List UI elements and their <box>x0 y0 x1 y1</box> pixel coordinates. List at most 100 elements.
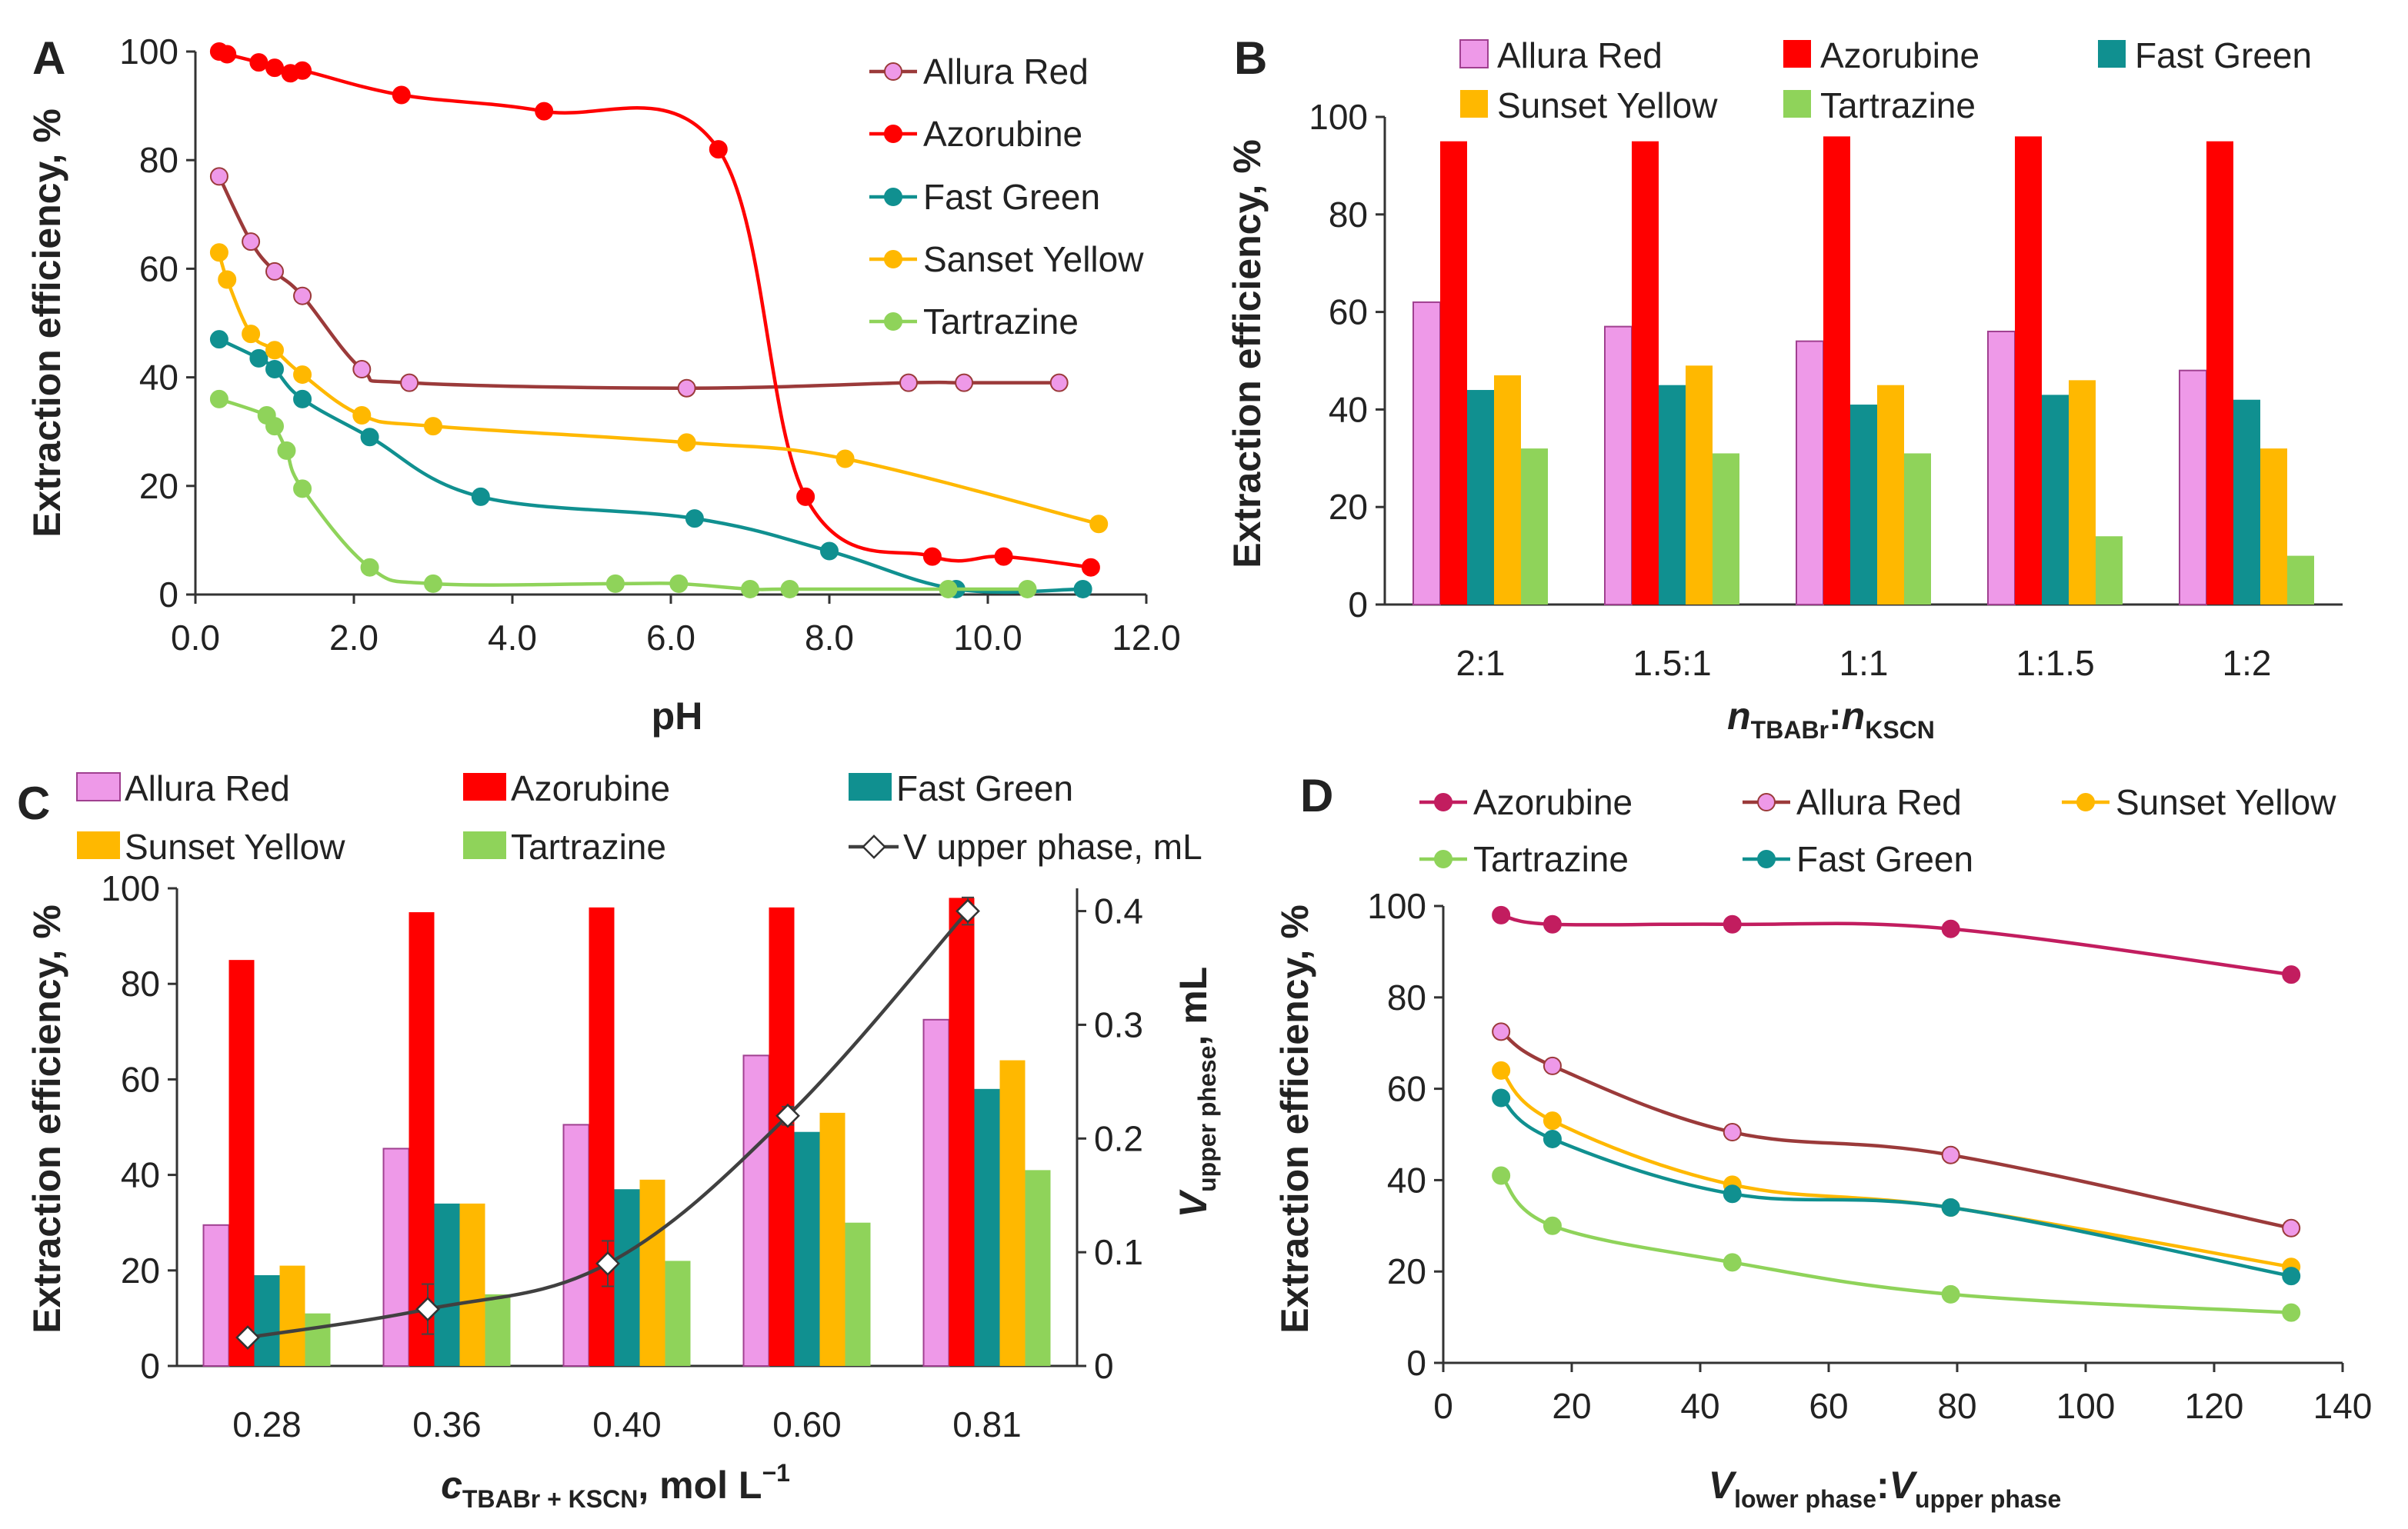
panel-b-ytick-label: 20 <box>1329 487 1368 527</box>
panel-d-xtick-label: 40 <box>1680 1386 1719 1426</box>
panel-a-point-sanset-yellow <box>265 341 284 360</box>
panel-a-xtick-label: 12.0 <box>1112 618 1181 658</box>
panel-a-point-allura-red <box>400 373 419 392</box>
panel-a-point-fast-green <box>1073 579 1092 598</box>
panel-c-bar-tartrazine <box>1025 1170 1051 1366</box>
panel-b-bar-allura-red <box>1987 330 2016 605</box>
panel-b-ytick-label: 0 <box>1348 585 1368 625</box>
panel-b-bar-allura-red <box>1796 340 1824 605</box>
panel-d-line-fast-green <box>1499 1096 2292 1278</box>
panel-a-ytick-label: 0 <box>158 575 178 615</box>
panel-a-point-tartrazine <box>605 574 625 593</box>
panel-a-point-azorubine <box>994 547 1013 566</box>
panel-d-ytick-label: 80 <box>1387 978 1426 1018</box>
panel-b-bar-fast-green <box>1850 405 1877 605</box>
panel-b-legend-tartrazine: Tartrazine <box>1820 85 1976 125</box>
panel-d-ytick-label: 20 <box>1387 1251 1426 1291</box>
panel-d-point-azorubine <box>1543 914 1562 934</box>
panel-c-bar-allura-red <box>922 1018 950 1367</box>
panel-c-bar-azorubine <box>769 907 795 1366</box>
panel-a-point-sanset-yellow <box>242 325 261 344</box>
panel-d-line-sunset-yellow <box>1499 1069 2292 1269</box>
panel-b: 0 20 40 60 80 100 2:1 1.5:1 1:1 1:1.5 1:2 Allura Re… <box>1226 32 2343 744</box>
panel-b-ytick-label: 60 <box>1329 292 1368 332</box>
panel-b-bar-fast-green <box>1467 390 1494 605</box>
panel-a-letter: A <box>32 32 65 84</box>
panel-a-point-allura-red <box>242 232 261 252</box>
panel-d-line-azorubine <box>1500 913 2292 977</box>
panel-c-bar-sunset-yellow <box>999 1060 1026 1366</box>
panel-a-legend-marker <box>884 312 902 331</box>
panel-c-ylabel: Extraction efficiency, % <box>25 904 68 1334</box>
panel-d-xtick-label: 120 <box>2185 1386 2244 1426</box>
panel-d-ytick-label: 0 <box>1406 1343 1426 1383</box>
panel-a-point-allura-red <box>209 167 228 186</box>
panel-d-point-fast-green <box>1723 1184 1742 1204</box>
panel-b-xtick-label: 2:1 <box>1456 643 1506 683</box>
panel-c-legend-swatch <box>76 772 121 801</box>
panel-b-bar-azorubine <box>1632 141 1659 605</box>
panel-d-point-allura-red <box>1941 1145 1960 1164</box>
panel-a-point-tartrazine <box>293 479 312 498</box>
panel-d: 0 20 40 60 80 100 0 20 40 60 80 100 120 140 Azorubine A… <box>1273 770 2372 1513</box>
panel-a-point-fast-green <box>360 428 379 447</box>
panel-b-bar-sunset-yellow <box>1494 375 1521 605</box>
panel-d-letter: D <box>1300 770 1333 821</box>
panel-b-bar-allura-red <box>2179 369 2207 605</box>
panel-a-point-fast-green <box>209 330 228 349</box>
panel-a-xtick-label: 6.0 <box>646 618 695 658</box>
panel-b-bar-tartrazine <box>1521 448 1548 605</box>
panel-a-point-azorubine <box>249 53 268 72</box>
panel-c-bar-allura-red <box>202 1224 230 1367</box>
panel-a-legend-marker <box>884 188 902 206</box>
panel-b-legend-sunset-yellow: Sunset Yellow <box>1497 85 1718 125</box>
panel-c-legend-swatch <box>463 773 506 801</box>
panel-c-y2tick-label: 0.3 <box>1094 1004 1143 1044</box>
panel-c-y2tick-label: 0 <box>1094 1346 1114 1386</box>
panel-a-point-azorubine <box>796 487 815 506</box>
panel-c-y2tick-label: 0.2 <box>1094 1118 1143 1158</box>
panel-a-point-tartrazine <box>669 574 689 593</box>
panel-a-legend-marker <box>884 125 902 143</box>
panel-c-bar-fast-green <box>434 1203 460 1366</box>
panel-a-ytick-label: 100 <box>119 32 178 72</box>
panel-b-xlabel: nTBABr:nKSCN <box>1727 695 1935 744</box>
panel-c-point-v-upper-phase <box>415 1297 440 1321</box>
panel-b-bar-azorubine <box>1823 136 1850 605</box>
panel-a-point-fast-green <box>820 541 839 561</box>
panel-c-ytick-label: 0 <box>140 1346 160 1386</box>
panel-a-legend-marker <box>884 250 902 268</box>
panel-a-point-allura-red <box>352 360 372 379</box>
panel-d-point-azorubine <box>2282 965 2301 984</box>
panel-c-line-v-upper-phase <box>247 910 969 1340</box>
panel-a-point-fast-green <box>249 348 268 368</box>
panel-a-xlabel: pH <box>652 695 703 738</box>
panel-b-legend-swatch <box>1783 90 1811 118</box>
panel-d-legend-tartrazine: Tartrazine <box>1473 839 1629 879</box>
panel-b-bar-sunset-yellow <box>1877 385 1904 605</box>
panel-b-ytick-label: 40 <box>1329 389 1368 429</box>
panel-b-ylabel: Extraction efficiency, % <box>1226 139 1269 568</box>
panel-d-ytick-label: 40 <box>1387 1160 1426 1200</box>
panel-a-xtick-label: 0.0 <box>171 618 220 658</box>
panel-a-point-fast-green <box>293 389 312 408</box>
panel-a-point-fast-green <box>685 509 704 528</box>
panel-c-bar-tartrazine <box>305 1313 331 1366</box>
panel-a-point-tartrazine <box>424 574 442 593</box>
panel-a-ytick-label: 60 <box>139 248 178 288</box>
panel-c-bar-fast-green <box>794 1131 820 1366</box>
panel-b-ytick-label: 100 <box>1309 97 1368 137</box>
panel-c-point-v-upper-phase <box>956 898 980 924</box>
panel-d-point-allura-red <box>1543 1056 1562 1075</box>
panel-c-y2tick-label: 0.4 <box>1094 891 1143 931</box>
panel-a-point-sanset-yellow <box>424 417 442 436</box>
panel-d-point-tartrazine <box>2282 1303 2301 1322</box>
panel-a-xtick-label: 4.0 <box>488 618 537 658</box>
panel-b-bar-azorubine <box>2015 136 2042 605</box>
panel-b-bar-allura-red <box>1604 325 1633 605</box>
panel-a-point-sanset-yellow <box>218 270 237 289</box>
panel-b-bar-azorubine <box>1440 141 1467 605</box>
panel-d-point-sunset-yellow <box>1492 1061 1511 1080</box>
panel-a-ytick-label: 80 <box>139 140 178 180</box>
